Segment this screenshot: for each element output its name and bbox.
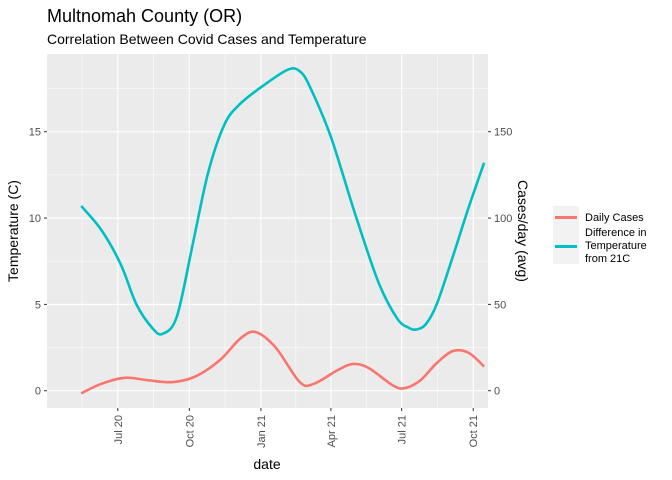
grid-minor xyxy=(47,54,488,408)
x-tick-label: Oct 20 xyxy=(184,415,196,447)
chart-title: Multnomah County (OR) xyxy=(47,6,242,26)
series-line-1 xyxy=(80,67,486,336)
y-left-tick-label: 5 xyxy=(35,299,41,311)
y-right-tick-label: 150 xyxy=(494,127,512,139)
x-tick-label: Apr 21 xyxy=(326,415,338,447)
y-left-tick-label: 15 xyxy=(29,127,41,139)
y-right-tick-label: 50 xyxy=(494,299,506,311)
series-layer xyxy=(80,67,486,395)
y-right-tick-label: 0 xyxy=(494,386,500,398)
y-left-ticks: 0 5 10 15 xyxy=(29,127,47,398)
series-line-0 xyxy=(80,330,486,395)
x-tick-label: Jul 21 xyxy=(397,415,409,444)
grid-major xyxy=(47,54,488,408)
chart-subtitle: Correlation Between Covid Cases and Temp… xyxy=(47,31,367,47)
x-tick-label: Jan 21 xyxy=(256,415,268,448)
y-left-tick-label: 10 xyxy=(29,213,41,225)
y-left-axis-title: Temperature (C) xyxy=(5,180,21,282)
plot-panel xyxy=(47,54,488,408)
x-ticks: Jul 20 Oct 20 Jan 21 Apr 21 Jul 21 Oct 21 xyxy=(113,408,480,448)
y-right-ticks: 0 50 100 150 xyxy=(488,127,512,398)
legend-label-cases: Daily Cases xyxy=(585,212,644,224)
y-right-tick-label: 100 xyxy=(494,213,512,225)
x-axis-title: date xyxy=(253,456,280,472)
x-tick-label: Oct 21 xyxy=(468,415,480,447)
y-left-tick-label: 0 xyxy=(35,386,41,398)
x-tick-label: Jul 20 xyxy=(113,415,125,444)
legend-label-temperature: Difference in Temperature from 21C xyxy=(585,227,647,265)
y-right-axis-title: Cases/day (avg) xyxy=(515,180,531,282)
legend: Daily Cases Difference in Temperature from… xyxy=(553,206,647,265)
